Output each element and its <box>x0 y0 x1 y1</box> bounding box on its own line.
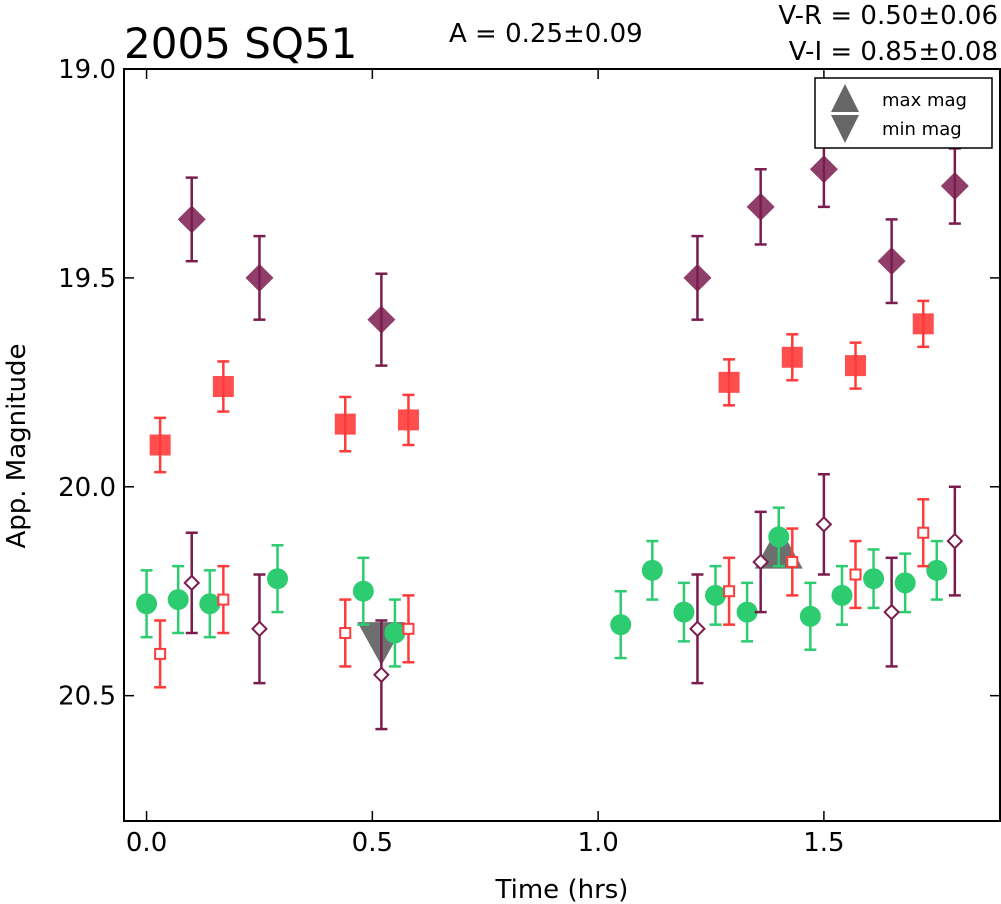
series-1-square-open-point <box>786 555 799 568</box>
legend-min-mag-marker <box>831 115 859 143</box>
amplitude-annotation: A = 0.25±0.09 <box>449 19 643 49</box>
series-0-circle-filled-point <box>736 601 758 623</box>
series-1-square-open-point <box>723 585 736 598</box>
y-tick-label: 20.0 <box>58 473 116 503</box>
legend: max mag min mag <box>814 77 993 149</box>
series-3-square-filled-point <box>149 434 171 456</box>
series-3-square-filled-point <box>718 371 740 393</box>
x-axis-label: Time (hrs) <box>495 875 629 904</box>
series-3-square-filled-point <box>397 409 419 431</box>
series-4-diamond-filled-point <box>245 263 274 292</box>
series-3-square-filled-point <box>912 313 934 335</box>
y-tick-label: 20.5 <box>58 682 116 712</box>
series-0-circle-filled-point <box>352 580 374 602</box>
series-2-diamond-open-point <box>689 620 706 638</box>
v-r-annotation: V-R = 0.50±0.06 <box>778 1 998 31</box>
series-0-circle-filled-point <box>199 593 221 615</box>
series-1-square-open-point <box>917 526 930 539</box>
x-tick-label: 1.0 <box>577 828 618 858</box>
series-4-diamond-filled-point <box>877 247 906 276</box>
series-4-diamond-filled-point <box>177 205 206 234</box>
x-tick-label: 1.5 <box>803 828 844 858</box>
series-0-circle-filled-point <box>136 593 158 615</box>
series-0-circle-filled-point <box>641 559 663 581</box>
y-tick-label: 19.5 <box>58 264 116 294</box>
v-i-annotation: V-I = 0.85±0.08 <box>789 37 998 67</box>
series-4-diamond-filled-point <box>809 155 838 184</box>
series-0-circle-filled-point <box>926 559 948 581</box>
series-0-circle-filled-point <box>768 526 790 548</box>
series-0-circle-filled-point <box>799 605 821 627</box>
series-0-circle-filled-point <box>863 568 885 590</box>
series-2-diamond-open-point <box>752 553 770 571</box>
series-3-square-filled-point <box>212 376 234 398</box>
series-1-square-open-point <box>402 622 415 635</box>
y-axis-label: App. Magnitude <box>2 343 32 548</box>
series-0-circle-filled-point <box>673 601 695 623</box>
series-3-square-filled-point <box>334 413 356 435</box>
series-2-diamond-open-point <box>183 574 201 592</box>
y-tick-label: 19.0 <box>58 55 116 85</box>
series-0-circle-filled-point <box>894 572 916 594</box>
legend-max-mag-label: max mag <box>882 90 967 111</box>
series-0-circle-filled-point <box>705 584 727 606</box>
series-0-circle-filled-point <box>831 584 853 606</box>
series-1-square-open-point <box>154 647 167 660</box>
series-0-circle-filled-point <box>267 568 289 590</box>
series-2-diamond-open-point <box>815 515 833 533</box>
series-1-square-open-point <box>217 593 230 606</box>
series-4-diamond-filled-point <box>940 171 969 200</box>
legend-min-mag-label: min mag <box>882 119 962 140</box>
series-0-circle-filled-point <box>167 589 189 611</box>
legend-max-mag-marker <box>831 84 859 112</box>
plot-frame <box>123 68 1001 822</box>
series-0-circle-filled-point <box>384 622 406 644</box>
data-marks <box>136 130 969 731</box>
series-3-square-filled-point <box>845 355 867 377</box>
x-tick-label: 0.5 <box>352 828 393 858</box>
series-4-diamond-filled-point <box>746 192 775 221</box>
series-1-square-open-point <box>849 568 862 581</box>
chart-title: 2005 SQ51 <box>124 19 357 68</box>
series-4-diamond-filled-point <box>683 263 712 292</box>
x-tick-label: 0.0 <box>126 828 167 858</box>
series-1-square-open-point <box>339 627 352 639</box>
series-2-diamond-open-point <box>372 666 390 684</box>
series-2-diamond-open-point <box>251 620 268 638</box>
series-4-diamond-filled-point <box>367 305 396 334</box>
series-2-diamond-open-point <box>883 603 901 621</box>
tick-labels: 0.0 0.5 1.0 1.5 19.0 19.5 20.0 20.5 <box>58 55 844 858</box>
series-0-circle-filled-point <box>610 614 632 636</box>
series-2-diamond-open-point <box>946 532 964 550</box>
series-3-square-filled-point <box>781 346 803 368</box>
